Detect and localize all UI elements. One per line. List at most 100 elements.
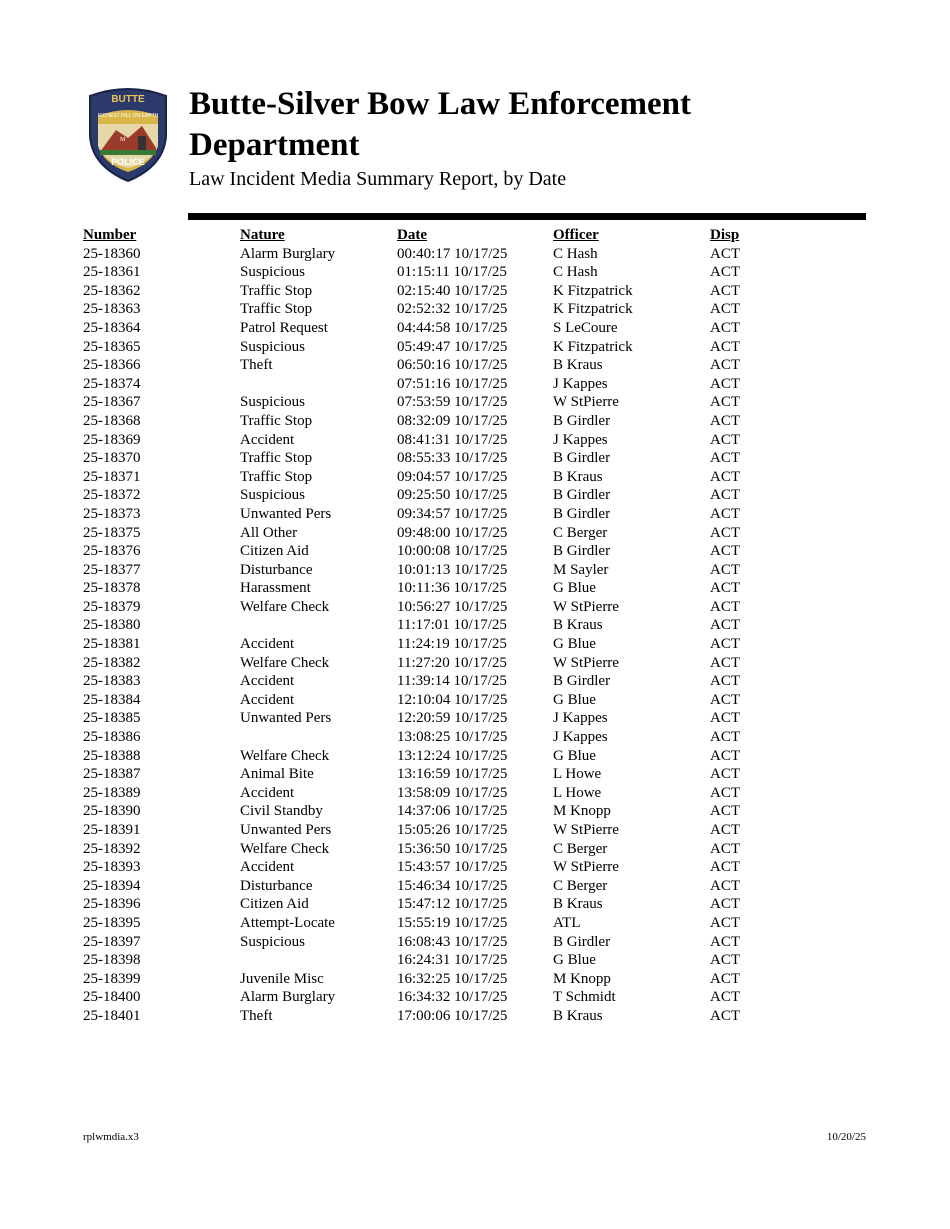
cell-disp: ACT [710, 691, 740, 708]
cell-date: 13:12:24 10/17/25 [397, 747, 508, 764]
cell-date: 15:46:34 10/17/25 [397, 877, 508, 894]
cell-number: 25-18396 [83, 896, 141, 913]
cell-date: 15:36:50 10/17/25 [397, 840, 508, 857]
cell-officer: T Schmidt [553, 989, 616, 1006]
cell-nature: Welfare Check [240, 598, 330, 615]
table-row: 25-18376 Citizen Aid 10:00:08 10/17/25 B Gi… [83, 542, 883, 561]
cell-date: 16:34:32 10/17/25 [397, 989, 508, 1006]
table-row: 25-18391 Unwanted Pers 15:05:26 10/17/25 W … [83, 821, 883, 840]
table-row: 25-18373 Unwanted Pers 09:34:57 10/17/25 B … [83, 505, 883, 524]
cell-disp: ACT [710, 859, 740, 876]
cell-number: 25-18400 [83, 989, 141, 1006]
table-row: 25-18386 13:08:25 10/17/25 J Kappes ACT [83, 728, 883, 747]
cell-disp: ACT [710, 747, 740, 764]
cell-date: 04:44:58 10/17/25 [397, 319, 508, 336]
svg-text:BUTTE: BUTTE [111, 94, 145, 105]
table-row: 25-18382 Welfare Check 11:27:20 10/17/25 W … [83, 654, 883, 673]
cell-date: 13:08:25 10/17/25 [397, 729, 508, 746]
cell-disp: ACT [710, 1007, 740, 1024]
svg-text:POLICE: POLICE [111, 157, 145, 167]
cell-officer: K Fitzpatrick [553, 338, 633, 355]
cell-date: 07:51:16 10/17/25 [397, 375, 508, 392]
column-header-disp: Disp [710, 227, 740, 243]
title-line-2: Department [189, 127, 360, 163]
cell-nature: Suspicious [240, 338, 306, 355]
table-row: 25-18366 Theft 06:50:16 10/17/25 B Kraus ACT [83, 356, 883, 375]
cell-disp: ACT [710, 468, 740, 485]
cell-date: 01:15:11 10/17/25 [397, 264, 507, 281]
cell-nature: Citizen Aid [240, 543, 309, 560]
cell-date: 08:32:09 10/17/25 [397, 412, 508, 429]
cell-number: 25-18401 [83, 1007, 141, 1024]
cell-officer: G Blue [553, 747, 596, 764]
cell-officer: J Kappes [553, 729, 608, 746]
cell-number: 25-18381 [83, 636, 141, 653]
cell-disp: ACT [710, 970, 740, 987]
cell-nature: Disturbance [240, 561, 313, 578]
cell-number: 25-18393 [83, 859, 141, 876]
cell-nature: Accident [240, 691, 295, 708]
cell-nature: Traffic Stop [240, 412, 313, 429]
cell-officer: J Kappes [553, 375, 608, 392]
cell-date: 15:43:57 10/17/25 [397, 859, 508, 876]
cell-officer: J Kappes [553, 710, 608, 727]
cell-nature: Animal Bite [240, 766, 314, 783]
cell-number: 25-18394 [83, 877, 141, 894]
cell-number: 25-18385 [83, 710, 141, 727]
cell-officer: W StPierre [553, 394, 619, 411]
cell-officer: W StPierre [553, 598, 619, 615]
cell-officer: B Girdler [553, 543, 611, 560]
cell-number: 25-18389 [83, 784, 141, 801]
cell-date: 17:00:06 10/17/25 [397, 1007, 508, 1024]
cell-officer: B Girdler [553, 933, 611, 950]
cell-nature: All Other [240, 524, 298, 541]
cell-date: 16:08:43 10/17/25 [397, 933, 508, 950]
table-row: 25-18401 Theft 17:00:06 10/17/25 B Kraus ACT [83, 1007, 883, 1026]
cell-number: 25-18369 [83, 431, 141, 448]
cell-date: 12:20:59 10/17/25 [397, 710, 508, 727]
cell-nature: Juvenile Misc [240, 970, 324, 987]
cell-officer: C Hash [553, 264, 598, 281]
table-row: 25-18365 Suspicious 05:49:47 10/17/25 K Fit… [83, 338, 883, 357]
cell-date: 11:17:01 10/17/25 [397, 617, 507, 634]
cell-officer: C Berger [553, 840, 608, 857]
cell-number: 25-18366 [83, 357, 141, 374]
cell-disp: ACT [710, 450, 740, 467]
cell-nature: Welfare Check [240, 840, 330, 857]
cell-number: 25-18375 [83, 524, 141, 541]
cell-number: 25-18380 [83, 617, 141, 634]
cell-officer: C Hash [553, 245, 598, 262]
cell-nature: Patrol Request [240, 319, 328, 336]
table-row: 25-18385 Unwanted Pers 12:20:59 10/17/25 J … [83, 709, 883, 728]
cell-disp: ACT [710, 301, 740, 318]
table-header: Number Nature Date Officer Disp [83, 226, 883, 245]
cell-number: 25-18374 [83, 375, 141, 392]
column-header-date: Date [397, 227, 427, 243]
cell-disp: ACT [710, 245, 740, 262]
cell-number: 25-18371 [83, 468, 141, 485]
cell-disp: ACT [710, 338, 740, 355]
cell-disp: ACT [710, 431, 740, 448]
cell-nature: Accident [240, 784, 295, 801]
cell-officer: B Kraus [553, 896, 603, 913]
cell-disp: ACT [710, 543, 740, 560]
cell-number: 25-18391 [83, 822, 141, 838]
table-row: 25-18368 Traffic Stop 08:32:09 10/17/25 B G… [83, 412, 883, 431]
police-badge-logo: BUTTE RICHEST HILL ON EARTH M POLICE [89, 88, 167, 182]
table-row: 25-18389 Accident 13:58:09 10/17/25 L Howe A… [83, 784, 883, 803]
cell-disp: ACT [710, 505, 740, 522]
cell-nature: Harassment [240, 580, 311, 597]
cell-nature: Accident [240, 673, 295, 690]
cell-officer: L Howe [553, 784, 602, 801]
cell-date: 05:49:47 10/17/25 [397, 338, 508, 355]
table-row: 25-18392 Welfare Check 15:36:50 10/17/25 C … [83, 840, 883, 859]
cell-disp: ACT [710, 877, 740, 894]
cell-officer: C Berger [553, 524, 608, 541]
cell-disp: ACT [710, 654, 740, 671]
cell-disp: ACT [710, 394, 740, 411]
cell-officer: L Howe [553, 766, 602, 783]
cell-officer: B Kraus [553, 617, 603, 634]
cell-number: 25-18386 [83, 729, 141, 746]
cell-nature: Alarm Burglary [240, 989, 336, 1006]
cell-date: 15:05:26 10/17/25 [397, 822, 508, 838]
